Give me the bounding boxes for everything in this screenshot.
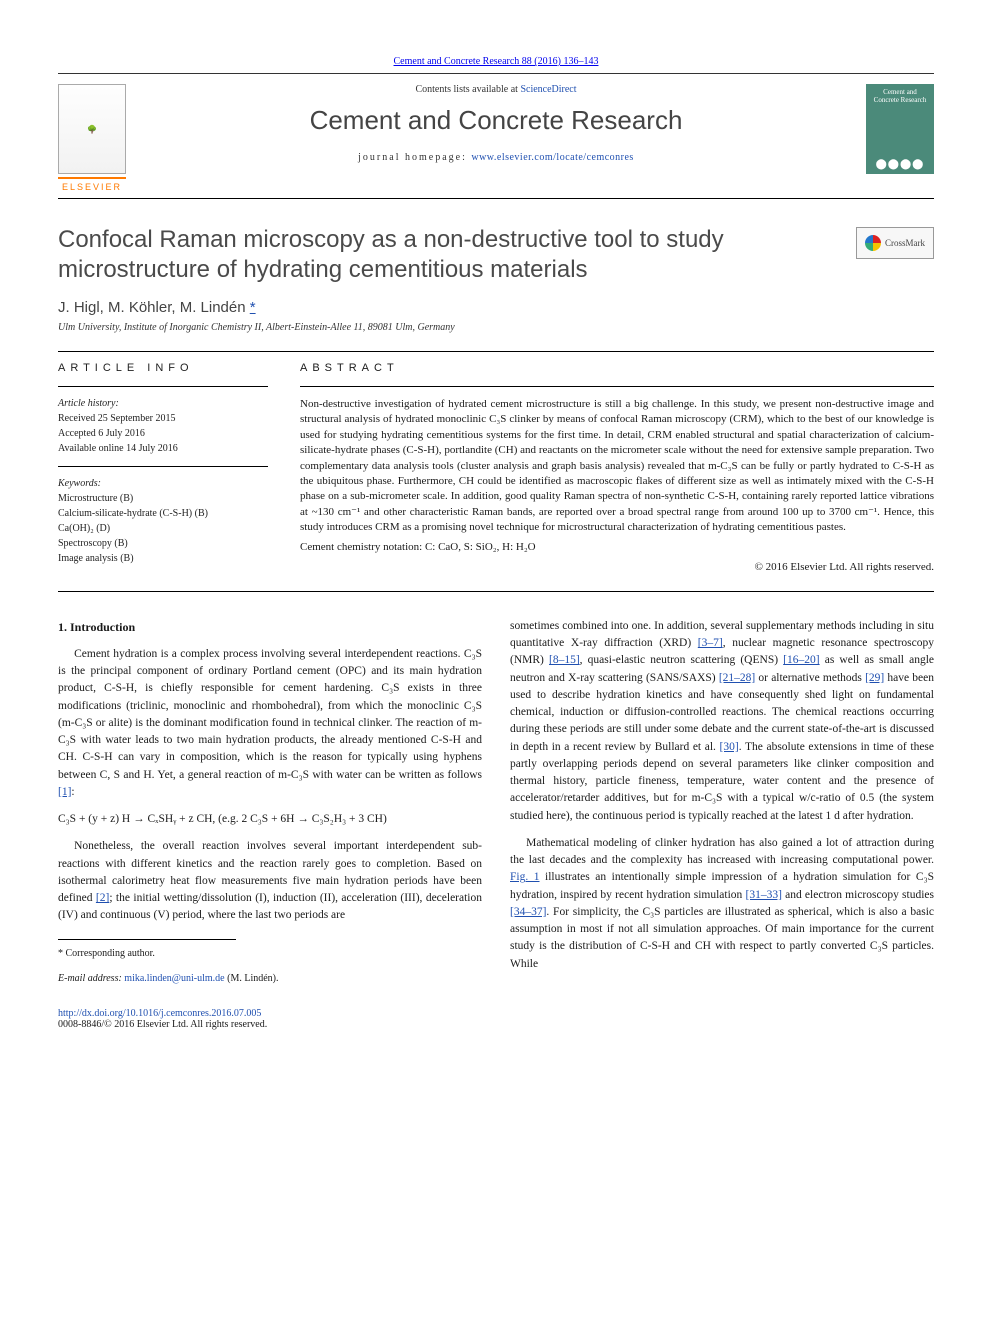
text-run: . For simplicity, the C₃S particles are … xyxy=(510,906,934,970)
body-paragraph: Mathematical modeling of clinker hydrati… xyxy=(510,835,934,973)
homepage-line: journal homepage: www.elsevier.com/locat… xyxy=(138,152,854,163)
body-paragraph: Cement hydration is a complex process in… xyxy=(58,646,482,801)
text-run: and electron microscopy studies xyxy=(782,889,934,901)
email-tail: (M. Lindén). xyxy=(225,973,279,984)
header-band: 🌳 ELSEVIER Contents lists available at S… xyxy=(58,84,934,192)
email-link[interactable]: mika.linden@uni-ulm.de xyxy=(124,973,224,984)
citation-link[interactable]: [8–15] xyxy=(549,654,580,666)
crossmark-icon xyxy=(865,235,881,251)
affiliation: Ulm University, Institute of Inorganic C… xyxy=(58,322,934,333)
keyword: Ca(OH)₂ (D) xyxy=(58,522,268,536)
divider xyxy=(58,351,934,352)
keywords-label: Keywords: xyxy=(58,477,268,491)
text-run: Mathematical modeling of clinker hydrati… xyxy=(510,837,934,866)
citation-link[interactable]: [29] xyxy=(865,672,884,684)
abstract-col: abstract Non-destructive investigation o… xyxy=(300,362,934,573)
journal-cover-thumb: Cement and Concrete Research ⬤⬤⬤⬤ xyxy=(866,84,934,174)
publisher-name: ELSEVIER xyxy=(58,177,126,192)
journal-name: Cement and Concrete Research xyxy=(138,105,854,136)
crossmark-label: CrossMark xyxy=(885,238,925,248)
publisher-block: 🌳 ELSEVIER xyxy=(58,84,126,192)
homepage-link[interactable]: www.elsevier.com/locate/cemconres xyxy=(471,152,633,163)
cover-dots-icon: ⬤⬤⬤⬤ xyxy=(876,159,925,170)
text-run: , quasi-elastic neutron scattering (QENS… xyxy=(580,654,784,666)
citation-link[interactable]: [34–37] xyxy=(510,906,546,918)
article-info-heading: article info xyxy=(58,362,268,374)
body-columns: 1. Introduction Cement hydration is a co… xyxy=(58,618,934,996)
divider xyxy=(300,386,934,387)
citation-link[interactable]: [1] xyxy=(58,786,71,798)
divider xyxy=(58,591,934,592)
contents-prefix: Contents lists available at xyxy=(415,84,520,95)
divider xyxy=(58,73,934,74)
journal-ref-link[interactable]: Cement and Concrete Research 88 (2016) 1… xyxy=(394,56,599,67)
corresponding-author-note: * Corresponding author. xyxy=(58,946,482,961)
citation-link[interactable]: [31–33] xyxy=(745,889,781,901)
equation: C₃S + (y + z) H → CₓSHᵧ + z CH, (e.g. 2 … xyxy=(58,811,482,828)
body-paragraph: sometimes combined into one. In addition… xyxy=(510,618,934,825)
elsevier-logo: 🌳 xyxy=(58,84,126,174)
contents-line: Contents lists available at ScienceDirec… xyxy=(138,84,854,95)
cover-text: Cement and Concrete Research xyxy=(870,88,930,104)
email-label: E-mail address: xyxy=(58,973,124,984)
citation-link[interactable]: [30] xyxy=(720,741,739,753)
figure-link[interactable]: Fig. 1 xyxy=(510,871,540,883)
crossmark-badge[interactable]: CrossMark xyxy=(856,227,934,259)
text-run: or alternative methods xyxy=(755,672,865,684)
abstract-text: Non-destructive investigation of hydrate… xyxy=(300,397,934,536)
abstract-copyright: © 2016 Elsevier Ltd. All rights reserved… xyxy=(300,561,934,573)
page-footer: http://dx.doi.org/10.1016/j.cemconres.20… xyxy=(58,1008,934,1030)
divider xyxy=(58,386,268,387)
citation-link[interactable]: [21–28] xyxy=(719,672,755,684)
text-run: Cement hydration is a complex process in… xyxy=(58,648,482,781)
homepage-prefix: journal homepage: xyxy=(358,152,471,163)
sciencedirect-link[interactable]: ScienceDirect xyxy=(520,84,576,95)
citation-link[interactable]: [3–7] xyxy=(698,637,723,649)
header-center: Contents lists available at ScienceDirec… xyxy=(126,84,866,163)
authors: J. Higl, M. Köhler, M. Lindén * xyxy=(58,299,934,316)
meta-abstract-row: article info Article history: Received 2… xyxy=(58,362,934,573)
citation-link[interactable]: [2] xyxy=(96,892,109,904)
doi-line: http://dx.doi.org/10.1016/j.cemconres.20… xyxy=(58,1008,934,1019)
text-run: ; the initial wetting/dissolution (I), i… xyxy=(58,892,482,921)
divider xyxy=(58,466,268,467)
citation-link[interactable]: [16–20] xyxy=(783,654,819,666)
email-note: E-mail address: mika.linden@uni-ulm.de (… xyxy=(58,971,482,986)
accepted-date: Accepted 6 July 2016 xyxy=(58,427,268,441)
title-row: Confocal Raman microscopy as a non-destr… xyxy=(58,225,934,285)
divider xyxy=(58,198,934,199)
keyword: Image analysis (B) xyxy=(58,552,268,566)
footnote-separator xyxy=(58,939,236,940)
footer-copyright: 0008-8846/© 2016 Elsevier Ltd. All right… xyxy=(58,1019,934,1030)
abstract-heading: abstract xyxy=(300,362,934,374)
section-heading: 1. Introduction xyxy=(58,618,482,636)
history-label: Article history: xyxy=(58,397,268,411)
article-title: Confocal Raman microscopy as a non-destr… xyxy=(58,225,844,285)
author-list: J. Higl, M. Köhler, M. Lindén xyxy=(58,299,250,316)
keyword: Microstructure (B) xyxy=(58,492,268,506)
journal-reference: Cement and Concrete Research 88 (2016) 1… xyxy=(58,56,934,67)
keyword: Calcium-silicate-hydrate (C-S-H) (B) xyxy=(58,507,268,521)
corresponding-mark-link[interactable]: * xyxy=(250,299,256,316)
received-date: Received 25 September 2015 xyxy=(58,412,268,426)
notation-line: Cement chemistry notation: C: CaO, S: Si… xyxy=(300,540,934,555)
online-date: Available online 14 July 2016 xyxy=(58,442,268,456)
keyword: Spectroscopy (B) xyxy=(58,537,268,551)
doi-link[interactable]: http://dx.doi.org/10.1016/j.cemconres.20… xyxy=(58,1008,261,1019)
article-info-col: article info Article history: Received 2… xyxy=(58,362,268,573)
body-paragraph: Nonetheless, the overall reaction involv… xyxy=(58,838,482,924)
